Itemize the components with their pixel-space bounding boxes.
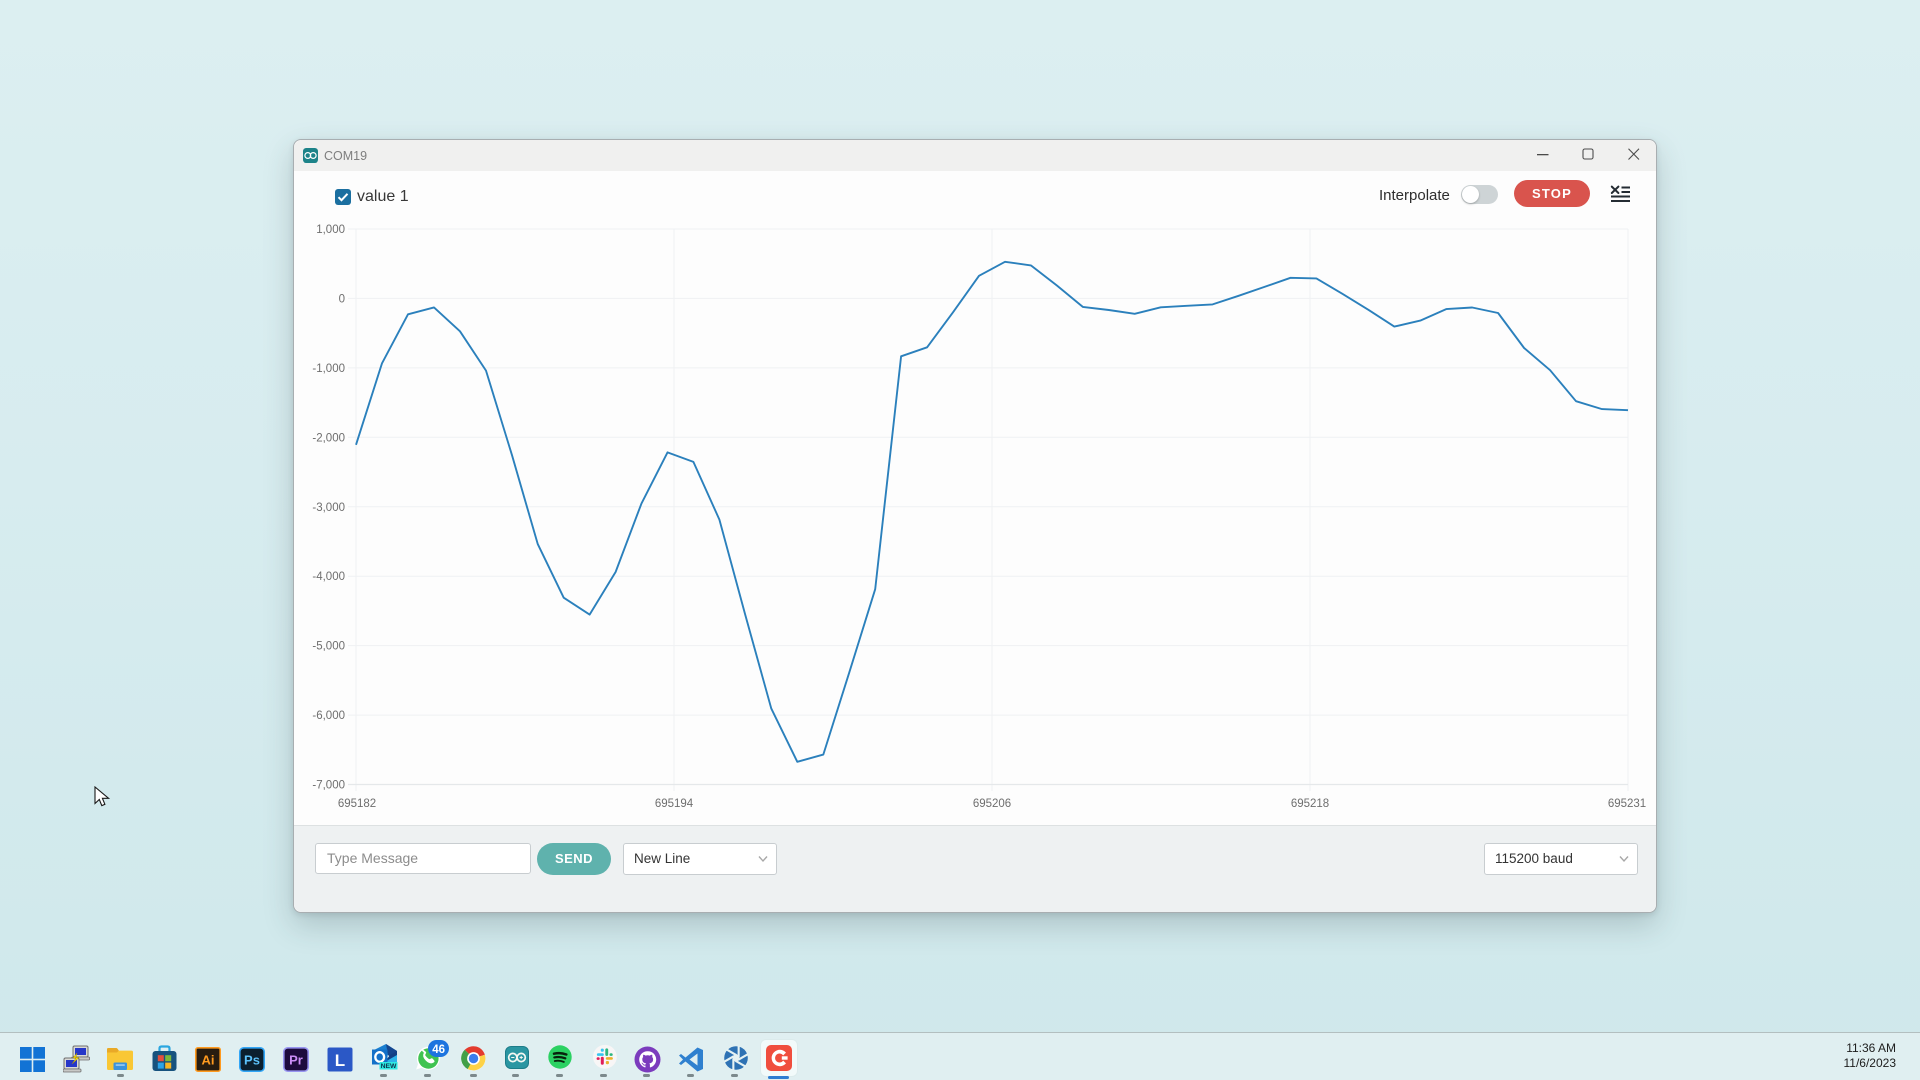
svg-text:1,000: 1,000 [316, 224, 345, 236]
svg-text:-4,000: -4,000 [312, 571, 345, 583]
svg-text:-1,000: -1,000 [312, 363, 345, 375]
svg-text:-6,000: -6,000 [312, 710, 345, 722]
svg-text:-2,000: -2,000 [312, 432, 345, 444]
svg-text:-5,000: -5,000 [312, 641, 345, 653]
svg-text:695194: 695194 [655, 798, 694, 810]
svg-text:Pr: Pr [289, 1053, 303, 1068]
svg-text:-3,000: -3,000 [312, 502, 345, 514]
svg-text:NEW: NEW [381, 1063, 397, 1070]
svg-text:0: 0 [339, 293, 345, 305]
svg-text:-7,000: -7,000 [312, 780, 345, 792]
svg-text:695182: 695182 [338, 798, 376, 810]
svg-text:695206: 695206 [973, 798, 1011, 810]
svg-text:695218: 695218 [1291, 798, 1329, 810]
svg-text:46: 46 [432, 1043, 445, 1055]
svg-text:L: L [335, 1051, 345, 1070]
svg-text:Ps: Ps [244, 1053, 260, 1068]
svg-text:695231: 695231 [1608, 798, 1646, 810]
svg-text:Ai: Ai [202, 1053, 215, 1068]
